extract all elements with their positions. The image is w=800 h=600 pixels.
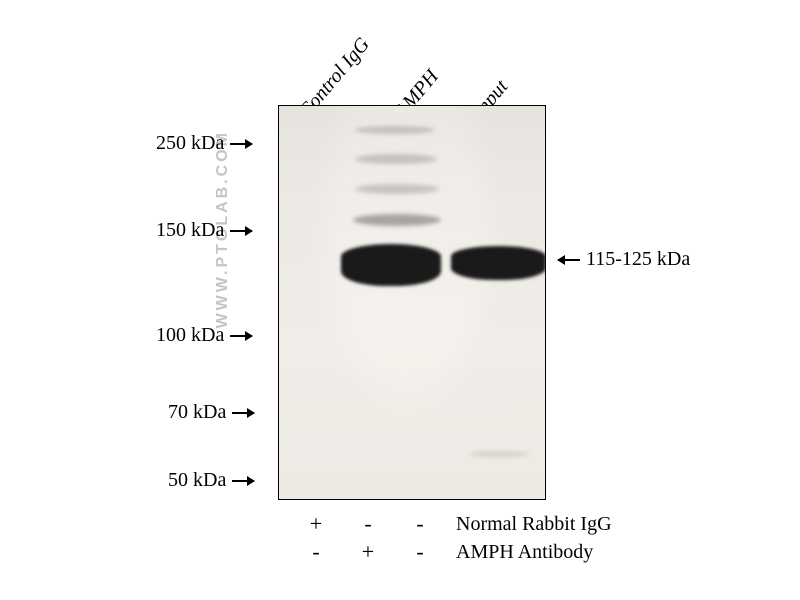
faint-band xyxy=(353,214,441,226)
band-size-annotation: 115-125 kDa xyxy=(558,248,690,271)
mw-marker: 70 kDa xyxy=(168,401,254,424)
figure-container: Control IgG AMPH Input WWW.PTGLAB.COM 25… xyxy=(0,0,800,600)
mw-marker: 50 kDa xyxy=(168,469,254,492)
cell: - xyxy=(342,511,394,537)
cell: - xyxy=(394,511,446,537)
faint-band xyxy=(355,126,435,134)
mw-marker: 100 kDa xyxy=(156,324,252,347)
cell: - xyxy=(290,539,342,565)
arrow-right-icon xyxy=(232,480,254,482)
arrow-right-icon xyxy=(230,230,252,232)
cell: + xyxy=(290,511,342,537)
cell: - xyxy=(394,539,446,565)
faint-band-input-low xyxy=(469,451,529,457)
mw-label: 50 kDa xyxy=(168,469,226,492)
mw-marker: 250 kDa xyxy=(156,132,252,155)
mw-label: 250 kDa xyxy=(156,132,224,155)
main-band-amph xyxy=(341,244,441,286)
mw-label: 150 kDa xyxy=(156,219,224,242)
band-size-text: 115-125 kDa xyxy=(586,248,690,271)
cell: + xyxy=(342,539,394,565)
faint-band xyxy=(355,154,437,164)
table-row: + - - Normal Rabbit IgG xyxy=(290,510,612,538)
arrow-left-icon xyxy=(558,259,580,261)
row-label: AMPH Antibody xyxy=(456,541,593,564)
arrow-right-icon xyxy=(230,143,252,145)
mw-label: 100 kDa xyxy=(156,324,224,347)
blot-background xyxy=(279,106,545,499)
faint-band xyxy=(355,184,439,194)
western-blot-image xyxy=(278,105,546,500)
mw-marker: 150 kDa xyxy=(156,219,252,242)
table-row: - + - AMPH Antibody xyxy=(290,538,612,566)
main-band-input xyxy=(451,246,546,280)
arrow-right-icon xyxy=(230,335,252,337)
condition-table: + - - Normal Rabbit IgG - + - AMPH Antib… xyxy=(290,510,612,566)
arrow-right-icon xyxy=(232,412,254,414)
row-label: Normal Rabbit IgG xyxy=(456,513,612,536)
mw-label: 70 kDa xyxy=(168,401,226,424)
